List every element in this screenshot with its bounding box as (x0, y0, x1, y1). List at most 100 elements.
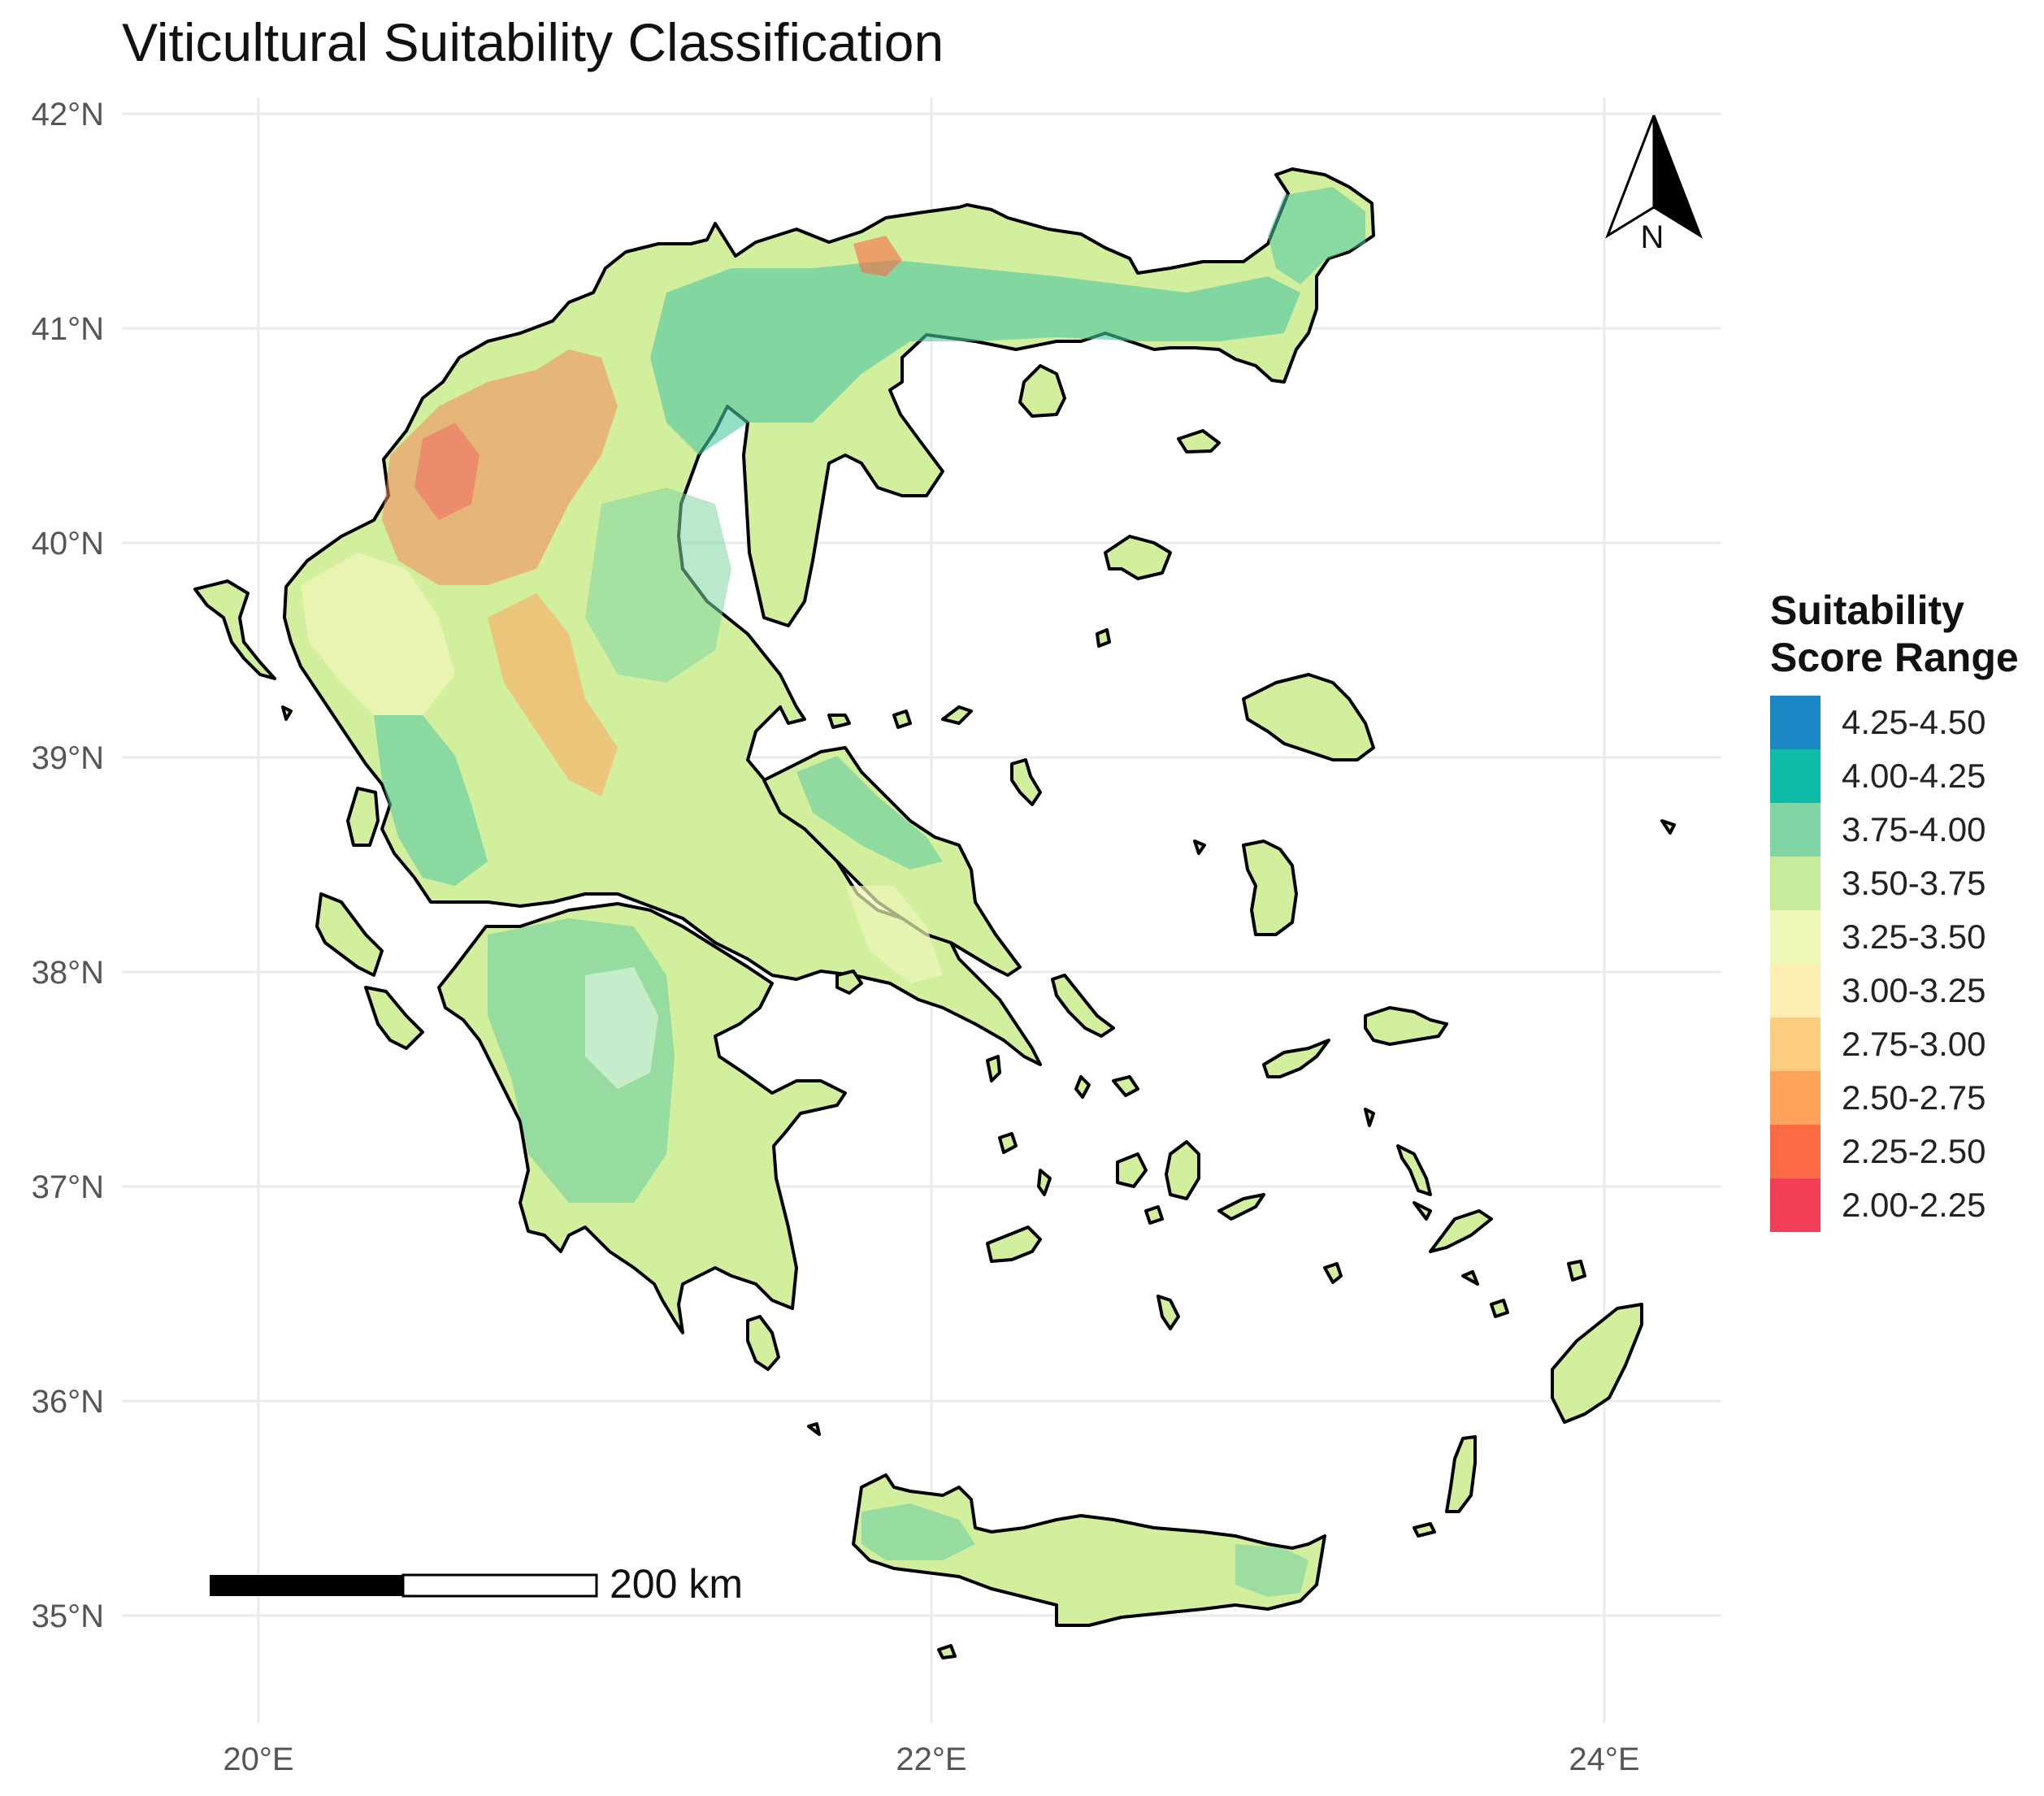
paros (1116, 1152, 1148, 1188)
lat-tick-label: 42°N (32, 97, 104, 132)
legend-swatch (1770, 1125, 1821, 1178)
scale-bar (210, 1573, 598, 1598)
zone-northwest-low (382, 349, 618, 585)
kalymnos (1413, 1201, 1432, 1221)
zone-attica-yellow (845, 886, 943, 983)
legend-item: 3.50-3.75 (1770, 857, 2019, 910)
leros (1396, 1144, 1432, 1196)
kefalonia (315, 892, 384, 977)
alonissos (941, 705, 973, 725)
syros (1074, 1075, 1091, 1099)
legend-label: 2.25-2.50 (1842, 1132, 1986, 1170)
skyros (1010, 758, 1042, 806)
suitability-raster (301, 187, 1365, 1597)
psara (1193, 839, 1206, 855)
legend-item: 4.00-4.25 (1770, 749, 2019, 803)
lat-tick-label: 37°N (32, 1169, 104, 1205)
skopelos (892, 709, 912, 729)
zone-epirus-yellow (301, 553, 455, 715)
legend-label: 3.25-3.50 (1842, 918, 1986, 956)
legend-swatch (1770, 964, 1821, 1017)
legend: Suitability Score Range 4.25-4.50 4.00-4.… (1770, 587, 2019, 1232)
legend-swatch (1770, 749, 1821, 803)
peloponnese (437, 902, 847, 1334)
lat-tick-label: 35°N (32, 1599, 104, 1634)
tilos (1490, 1299, 1509, 1318)
lat-tick-label: 40°N (32, 526, 104, 562)
ios (1144, 1205, 1164, 1225)
lat-tick-label: 36°N (32, 1384, 104, 1420)
sifnos (1037, 1169, 1052, 1196)
icaria (1262, 1039, 1330, 1078)
patmos (1364, 1108, 1375, 1127)
zone-central-orange (488, 593, 618, 796)
legend-title-line-1: Suitability (1770, 588, 1964, 633)
crete (852, 1473, 1326, 1627)
thasos (1018, 364, 1066, 418)
naxos (1165, 1140, 1200, 1200)
zone-north-teal (650, 260, 1300, 455)
zone-crete-east (1235, 1544, 1308, 1597)
lat-tick-label: 41°N (32, 311, 104, 347)
legend-swatch (1770, 1017, 1821, 1071)
zone-peloponnese-teal (488, 918, 675, 1203)
astypalaia (1323, 1262, 1343, 1284)
legend-label: 3.75-4.00 (1842, 810, 1986, 848)
legend-label: 2.00-2.25 (1842, 1186, 1986, 1224)
zone-north-red-patch (853, 236, 902, 276)
kea (986, 1055, 1001, 1082)
legend-title-line-2: Score Range (1770, 635, 2019, 680)
lon-tick-label: 22°E (896, 1742, 966, 1777)
legend-swatch (1770, 803, 1821, 857)
legend-swatch (1770, 857, 1821, 910)
legend-label: 2.75-3.00 (1842, 1025, 1986, 1063)
agios-efstratios (1096, 628, 1111, 648)
aegina (835, 970, 863, 995)
zone-euboea-teal (796, 756, 943, 870)
symi (1567, 1260, 1586, 1282)
skiathos (827, 714, 851, 729)
legend-label: 2.50-2.75 (1842, 1078, 1986, 1117)
legend-item: 4.25-4.50 (1770, 696, 2019, 749)
legend-swatch (1770, 1178, 1821, 1232)
rhodes (1551, 1303, 1643, 1424)
nisyros (1461, 1270, 1479, 1286)
legend-item: 3.75-4.00 (1770, 803, 2019, 857)
zakynthos (364, 986, 424, 1050)
gavdos (937, 1644, 957, 1659)
paxoi (281, 705, 293, 721)
legend-items: 4.25-4.50 4.00-4.25 3.75-4.00 3.50-3.75 3.25… (1770, 696, 2019, 1232)
scale-bar-black-segment (210, 1575, 403, 1596)
legend-label: 3.50-3.75 (1842, 864, 1986, 902)
samos (1364, 1006, 1448, 1046)
amorgos (1217, 1193, 1265, 1221)
santorini (1157, 1295, 1180, 1330)
kastellorizo (1660, 819, 1676, 835)
legend-item: 3.25-3.50 (1770, 910, 2019, 964)
legend-swatch (1770, 696, 1821, 749)
legend-item: 3.00-3.25 (1770, 964, 2019, 1017)
north-arrow-label: N (1641, 219, 1664, 255)
legend-label: 3.00-3.25 (1842, 971, 1986, 1009)
antikythera (807, 1422, 821, 1436)
zone-west-teal (374, 715, 488, 886)
scale-bar-white-segment (401, 1573, 598, 1598)
milos (986, 1226, 1042, 1263)
kythira (746, 1315, 780, 1371)
greece-landmass (193, 167, 1676, 1659)
karpathos (1445, 1435, 1477, 1513)
kasos (1413, 1522, 1436, 1538)
legend-label: 4.25-4.50 (1842, 703, 1986, 741)
zone-thessaly-green (585, 488, 731, 683)
lat-tick-label: 38°N (32, 955, 104, 991)
legend-swatch (1770, 910, 1821, 964)
corfu (193, 579, 276, 680)
serifos (998, 1132, 1018, 1154)
lon-tick-label: 24°E (1569, 1742, 1639, 1777)
tinos (1112, 1075, 1139, 1097)
zone-nw-red-patch (414, 423, 480, 520)
axis-tick-labels: 42°N 41°N 40°N 39°N 38°N 37°N 36°N 35°N 20°E 22°E… (32, 97, 1640, 1777)
lefkada (346, 787, 380, 847)
